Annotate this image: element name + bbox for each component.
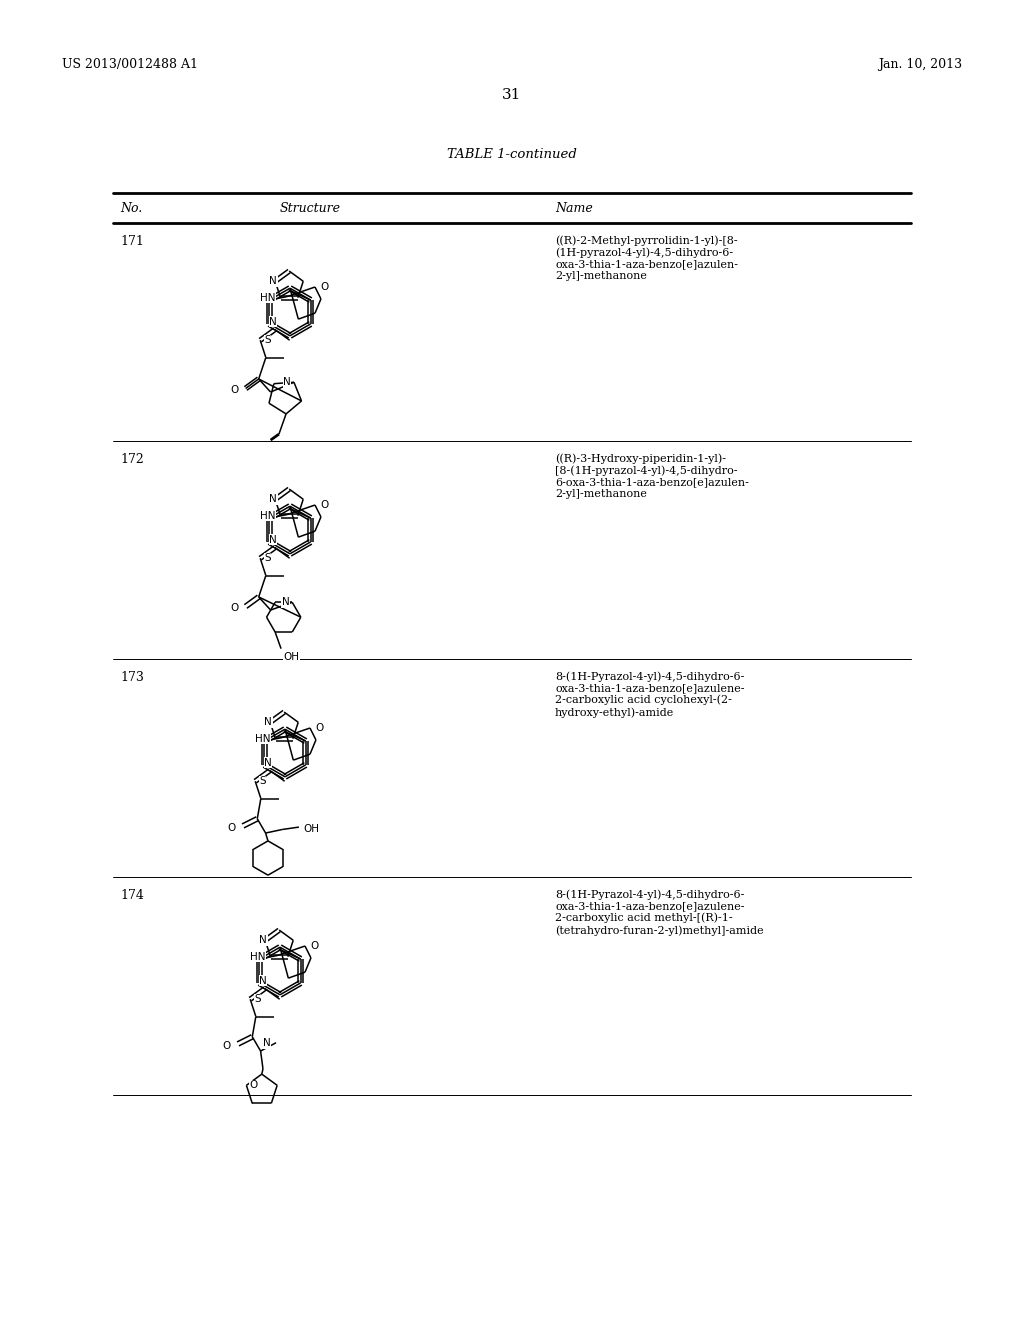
Text: S: S <box>264 553 270 564</box>
Text: N: N <box>284 378 291 387</box>
Text: O: O <box>315 723 324 733</box>
Text: OH: OH <box>283 652 299 661</box>
Text: 172: 172 <box>120 453 143 466</box>
Text: S: S <box>254 994 261 1005</box>
Text: O: O <box>230 385 239 396</box>
Text: S: S <box>264 335 270 346</box>
Text: N: N <box>269 494 278 504</box>
Text: N: N <box>269 276 278 286</box>
Text: O: O <box>223 1041 231 1051</box>
Text: N: N <box>264 758 271 767</box>
Text: N: N <box>264 717 272 727</box>
Text: O: O <box>310 941 318 950</box>
Text: 174: 174 <box>120 888 144 902</box>
Text: 171: 171 <box>120 235 144 248</box>
Text: Jan. 10, 2013: Jan. 10, 2013 <box>878 58 962 71</box>
Text: HN: HN <box>250 952 265 962</box>
Text: S: S <box>259 776 266 787</box>
Text: TABLE 1-continued: TABLE 1-continued <box>447 148 577 161</box>
Text: Structure: Structure <box>280 202 341 214</box>
Text: HN: HN <box>260 511 275 521</box>
Text: O: O <box>230 603 239 614</box>
Text: 8-(1H-Pyrazol-4-yl)-4,5-dihydro-6-
oxa-3-thia-1-aza-benzo[e]azulene-
2-carboxyli: 8-(1H-Pyrazol-4-yl)-4,5-dihydro-6- oxa-3… <box>555 888 764 936</box>
Text: N: N <box>259 936 267 945</box>
Text: O: O <box>250 1080 258 1090</box>
Text: OH: OH <box>303 824 318 834</box>
Text: O: O <box>319 500 329 510</box>
Text: Name: Name <box>555 202 593 214</box>
Text: ((R)-2-Methyl-pyrrolidin-1-yl)-[8-
(1H-pyrazol-4-yl)-4,5-dihydro-6-
oxa-3-thia-1: ((R)-2-Methyl-pyrrolidin-1-yl)-[8- (1H-p… <box>555 235 738 281</box>
Text: No.: No. <box>120 202 142 214</box>
Text: N: N <box>282 598 289 607</box>
Text: N: N <box>259 975 267 986</box>
Text: HN: HN <box>255 734 270 743</box>
Text: 8-(1H-Pyrazol-4-yl)-4,5-dihydro-6-
oxa-3-thia-1-aza-benzo[e]azulene-
2-carboxyli: 8-(1H-Pyrazol-4-yl)-4,5-dihydro-6- oxa-3… <box>555 671 744 718</box>
Text: ((R)-3-Hydroxy-piperidin-1-yl)-
[8-(1H-pyrazol-4-yl)-4,5-dihydro-
6-oxa-3-thia-1: ((R)-3-Hydroxy-piperidin-1-yl)- [8-(1H-p… <box>555 453 749 499</box>
Text: O: O <box>227 822 236 833</box>
Text: 31: 31 <box>503 88 521 102</box>
Text: N: N <box>269 317 276 326</box>
Text: US 2013/0012488 A1: US 2013/0012488 A1 <box>62 58 198 71</box>
Text: N: N <box>262 1038 270 1048</box>
Text: 173: 173 <box>120 671 144 684</box>
Text: O: O <box>319 282 329 292</box>
Text: HN: HN <box>260 293 275 302</box>
Text: N: N <box>269 535 276 545</box>
